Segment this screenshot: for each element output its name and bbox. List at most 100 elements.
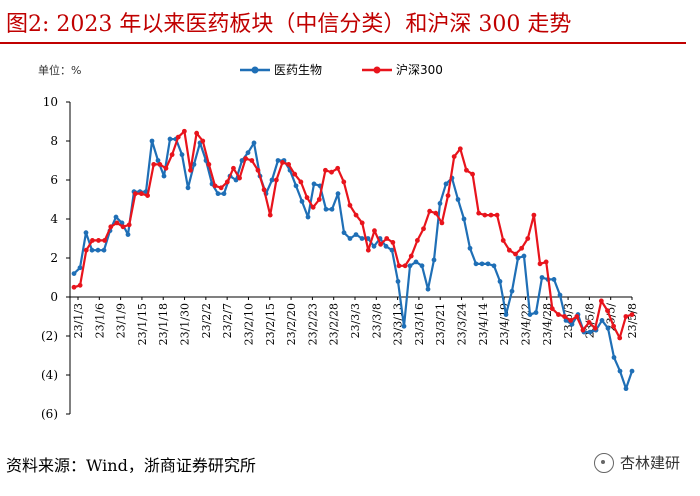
data-point — [323, 167, 328, 173]
data-point — [233, 177, 239, 183]
data-point — [353, 212, 359, 218]
data-point — [179, 152, 185, 158]
x-tick-label: 23/1/18 — [157, 303, 170, 345]
data-point — [515, 255, 521, 261]
data-point — [556, 312, 561, 317]
y-tick-label: (4) — [41, 368, 58, 382]
data-point — [431, 257, 437, 263]
chart-plot — [71, 128, 635, 392]
data-point — [286, 162, 292, 167]
data-point — [293, 183, 299, 189]
chart-axes: 10 8 6 4 2 0 (2) (4) (6) 23/1/3 23/1/6 23/1/9 23/1/1… — [41, 95, 639, 421]
watermark: 杏林建研 — [594, 452, 680, 473]
x-tick-label: 23/3/16 — [413, 303, 426, 345]
x-tick-label: 23/1/3 — [72, 303, 85, 338]
y-tick-label: (2) — [41, 329, 58, 343]
x-tick-label: 23/3/24 — [456, 303, 469, 345]
data-point — [71, 271, 77, 276]
data-point — [623, 386, 629, 392]
data-point — [527, 312, 533, 317]
data-point — [167, 136, 173, 142]
data-point — [329, 206, 335, 212]
data-point — [304, 195, 310, 200]
data-point — [598, 298, 604, 304]
data-point — [611, 355, 617, 360]
data-point — [194, 130, 200, 136]
data-point — [539, 275, 545, 280]
data-point — [479, 261, 485, 267]
data-point — [323, 206, 329, 212]
title-divider — [0, 42, 686, 44]
data-point — [485, 261, 491, 267]
data-point — [378, 241, 383, 247]
unit-label: 单位：% — [38, 63, 81, 77]
data-point — [414, 238, 420, 243]
data-point — [292, 171, 298, 177]
data-point — [401, 323, 407, 329]
data-point — [95, 247, 101, 253]
data-point — [114, 220, 120, 226]
data-point — [569, 321, 575, 327]
data-point — [161, 173, 167, 179]
data-point — [113, 214, 119, 220]
data-point — [433, 210, 439, 216]
data-point — [341, 230, 347, 236]
data-point — [623, 314, 629, 319]
data-point — [316, 197, 322, 202]
data-point — [163, 165, 169, 171]
data-point — [151, 162, 157, 167]
data-point — [531, 212, 537, 218]
data-point — [586, 319, 592, 325]
data-point — [497, 279, 503, 284]
data-point — [188, 167, 193, 173]
report-header: 图2: 2023 年以来医药板块（中信分类）和沪深 300 走势 — [0, 0, 700, 42]
chart-legend: 医药生物 沪深300 — [240, 63, 443, 77]
data-point — [132, 191, 138, 197]
data-point — [445, 193, 451, 199]
data-point — [413, 259, 419, 265]
series-line — [73, 130, 633, 339]
data-point — [149, 138, 155, 144]
y-tick-label: 4 — [50, 212, 58, 226]
data-point — [77, 265, 83, 271]
data-point — [611, 323, 617, 329]
x-tick-label: 23/1/30 — [179, 303, 192, 345]
data-point — [491, 263, 497, 269]
data-point — [108, 224, 114, 230]
data-point — [467, 245, 473, 251]
data-point — [101, 247, 107, 253]
data-point — [305, 214, 311, 220]
data-point — [580, 327, 586, 333]
data-point — [311, 181, 317, 187]
data-point — [329, 169, 334, 175]
data-point — [390, 240, 396, 245]
data-point — [473, 261, 479, 267]
data-point — [513, 251, 518, 257]
data-point — [249, 158, 255, 163]
data-point — [243, 156, 249, 161]
data-point — [239, 158, 245, 163]
x-tick-label: 23/3/21 — [434, 303, 447, 345]
data-point — [617, 368, 623, 374]
data-point — [347, 236, 353, 241]
data-point — [145, 193, 150, 199]
data-point — [488, 212, 494, 218]
source-note: 资料来源：Wind，浙商证券研究所 — [6, 456, 256, 475]
data-point — [221, 191, 227, 197]
data-point — [102, 238, 108, 243]
x-tick-label: 23/1/9 — [115, 303, 128, 338]
data-point — [335, 191, 341, 197]
data-point — [464, 167, 469, 173]
y-tick-label: 0 — [50, 290, 58, 304]
data-point — [267, 212, 273, 218]
data-point — [395, 279, 401, 284]
data-point — [251, 140, 257, 146]
data-point — [83, 230, 89, 236]
data-point — [299, 199, 305, 204]
data-point — [255, 167, 261, 173]
data-point — [592, 325, 598, 331]
data-point — [200, 138, 206, 144]
x-tick-label: 23/2/7 — [221, 303, 234, 338]
data-point — [77, 282, 83, 288]
y-tick-label: 10 — [43, 95, 58, 109]
